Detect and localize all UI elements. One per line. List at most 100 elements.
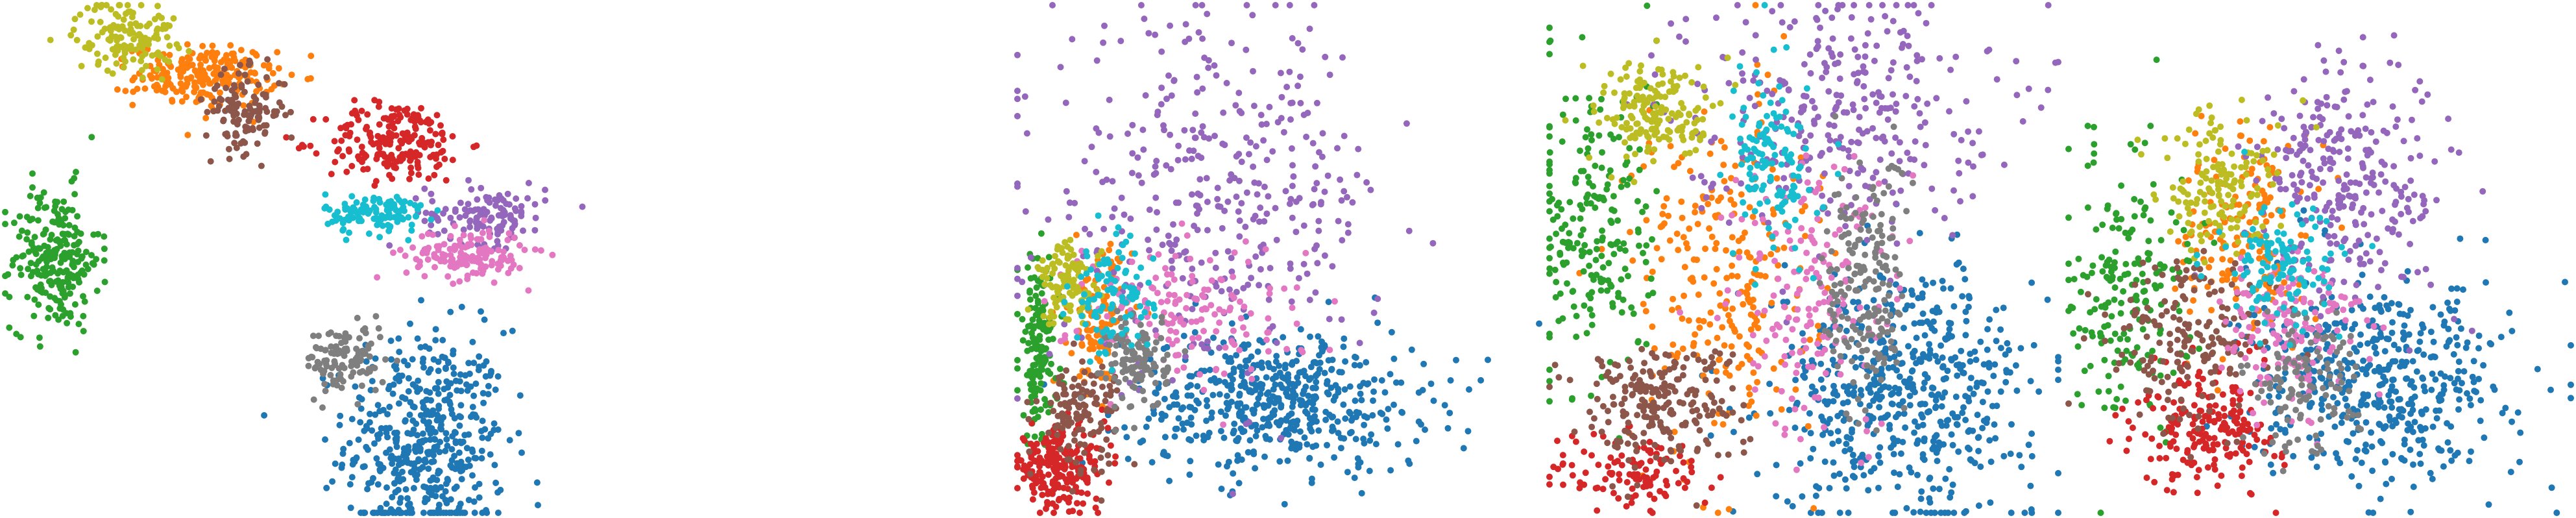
data-point — [1706, 225, 1713, 232]
data-point — [6, 324, 13, 331]
data-point — [2044, 296, 2051, 303]
data-point — [402, 395, 409, 402]
data-point — [1559, 452, 1566, 459]
data-point — [1093, 327, 1100, 334]
data-point — [1112, 351, 1118, 358]
data-point — [406, 175, 413, 182]
data-point — [422, 458, 429, 465]
data-point — [431, 436, 439, 443]
data-point — [1546, 149, 1553, 156]
data-point — [1642, 203, 1649, 210]
data-point — [1078, 273, 1085, 280]
data-point — [1956, 361, 1963, 368]
data-point — [178, 58, 185, 66]
data-point — [154, 66, 161, 73]
data-point — [372, 209, 380, 216]
data-point — [1056, 365, 1063, 373]
data-point — [1912, 389, 1918, 396]
data-point — [1152, 31, 1159, 38]
data-point — [1193, 318, 1200, 325]
data-point — [1049, 270, 1056, 277]
data-point — [1915, 295, 1922, 302]
data-point — [261, 412, 268, 419]
data-point — [1962, 308, 1969, 315]
data-point — [1873, 394, 1880, 401]
data-point — [227, 42, 234, 49]
data-point — [435, 367, 442, 375]
data-point — [1073, 265, 1080, 272]
data-point — [1137, 314, 1145, 321]
data-point — [1313, 378, 1320, 386]
data-point — [1572, 95, 1579, 102]
data-point — [1026, 448, 1033, 455]
data-point — [331, 138, 338, 145]
data-point — [2, 221, 8, 228]
data-point — [1553, 278, 1560, 286]
data-point — [29, 216, 36, 223]
data-point — [1428, 380, 1435, 388]
data-point — [1204, 345, 1211, 352]
data-point — [1313, 372, 1320, 379]
data-point — [1653, 245, 1660, 252]
data-point — [1391, 355, 1398, 362]
data-point — [441, 241, 448, 248]
data-point — [1071, 199, 1078, 206]
data-point — [1324, 172, 1331, 179]
data-point — [1265, 315, 1272, 322]
data-point — [1679, 214, 1686, 221]
data-point — [82, 249, 90, 256]
data-point — [1349, 199, 1356, 206]
data-point — [1282, 188, 1289, 195]
data-point — [430, 356, 437, 363]
data-point — [1622, 265, 1629, 273]
data-point — [1800, 372, 1807, 379]
data-point — [1228, 320, 1235, 327]
data-point — [1158, 84, 1165, 92]
data-point — [1049, 500, 1056, 507]
data-point — [1766, 380, 1773, 388]
data-point — [61, 294, 68, 301]
data-point — [162, 88, 169, 95]
data-point — [322, 116, 330, 123]
data-point — [1062, 99, 1069, 106]
data-point — [392, 466, 399, 473]
data-point — [79, 253, 86, 260]
data-point — [1801, 203, 1808, 210]
data-point — [1238, 456, 1245, 463]
data-point — [1066, 199, 1073, 206]
scatter-plot-2 — [1014, 2, 1542, 516]
data-point — [1877, 273, 1884, 280]
data-point — [1932, 352, 1939, 360]
data-point — [1712, 245, 1719, 253]
data-point — [498, 257, 505, 264]
data-point — [1236, 364, 1243, 371]
data-point — [1906, 393, 1914, 399]
data-point — [1115, 379, 1122, 386]
data-point — [2012, 362, 2019, 369]
data-point — [1245, 449, 1252, 456]
data-point — [253, 88, 260, 95]
data-point — [2008, 510, 2015, 516]
data-point — [1912, 418, 1918, 425]
data-point — [211, 98, 218, 105]
data-point — [2018, 463, 2025, 471]
data-point — [533, 479, 541, 486]
data-point — [78, 62, 85, 69]
data-point — [1341, 132, 1348, 140]
data-point — [1634, 198, 1641, 204]
data-point — [1286, 68, 1293, 75]
data-point — [1257, 391, 1264, 397]
data-point — [218, 97, 225, 103]
data-point — [463, 381, 470, 388]
data-point — [360, 166, 367, 173]
data-point — [1984, 326, 1991, 333]
data-point — [1705, 201, 1712, 208]
data-point — [1291, 383, 1298, 389]
data-point — [427, 365, 434, 373]
data-point — [1198, 129, 1205, 136]
data-point — [1818, 413, 1825, 420]
data-point — [1554, 213, 1561, 220]
data-point — [1908, 469, 1915, 476]
data-point — [1067, 308, 1074, 315]
data-point — [1091, 466, 1098, 473]
